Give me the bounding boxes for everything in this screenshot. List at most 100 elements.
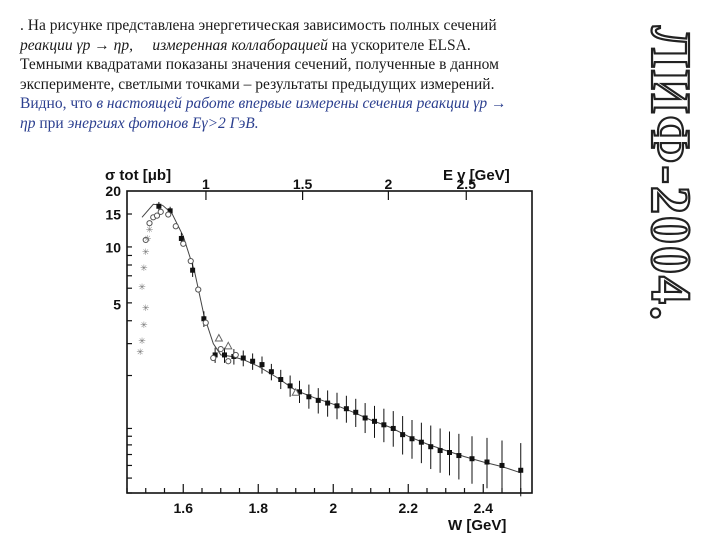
text-line-5: Видно, что в настоящей работе впервые из… [20,94,624,114]
filled-square-point [250,358,256,364]
text-line-2a: реакции γp → ηp, [20,36,133,54]
filled-square-point [212,352,218,358]
top-tick-label: 2 [384,176,392,192]
filled-square-point [418,439,424,445]
filled-square-point [437,448,443,454]
filled-square-point [190,267,196,273]
star-point: ✳ [144,233,152,243]
text-line-6: ηp при энергиях фотонов Eγ>2 ГэВ. [20,114,624,134]
open-triangle-point [214,333,224,342]
open-circle-point [142,236,149,244]
filled-square-point [178,235,184,241]
x-axis-label: W [GeV] [448,517,506,534]
star-point: ✳ [140,320,148,330]
filled-square-point [362,415,368,421]
side-title: ЛИФ-2004. [642,14,704,514]
filled-square-point [456,453,462,459]
filled-square-point [484,459,490,465]
top-tick-label: 1.5 [293,176,313,192]
filled-square-point [400,432,406,438]
y-tick-label: 5 [113,296,121,312]
open-circle-point [225,358,232,365]
description-paragraph: . На рисунке представлена энергетическая… [20,16,624,133]
open-circle-point [180,240,187,247]
fit-curve [141,203,521,474]
y-tick-label: 15 [105,207,121,223]
x-tick-label: 1.8 [249,500,269,516]
filled-square-point [381,422,387,428]
star-point: ✳ [138,336,146,346]
y-tick-label: 10 [105,240,121,256]
open-circle-point [146,220,153,227]
star-point: ✳ [136,347,144,357]
filled-square-point [372,418,377,424]
fit-curve-group [141,203,521,474]
filled-square-point [499,462,505,468]
x-tick-label: 2.4 [474,500,494,516]
star-point: ✳ [140,263,148,273]
y-axis: 20 15 10 5 [105,183,132,494]
open-circle-point [202,319,209,326]
data-points: ✳✳✳✳✳✳✳✳✳ [136,201,524,497]
text-line-2c: на ускорителе ELSA. [331,36,471,54]
filled-square-point [259,362,265,368]
text-line-6a: ηp [20,114,36,132]
filled-square-point [201,316,207,322]
open-circle-point [153,212,161,219]
filled-square-point [428,444,434,450]
filled-square-point [343,406,349,412]
open-circle-point [210,354,217,362]
filled-square-point [156,203,162,209]
filled-square-point [325,400,331,406]
plot-frame [126,190,533,494]
filled-square-point [447,450,452,456]
side-title-svg: ЛИФ-2004. [642,25,702,323]
filled-square-point [409,436,415,442]
open-circle-point [217,345,224,353]
filled-square-point [240,355,246,361]
text-line-1: . На рисунке представлена энергетическая… [20,17,497,34]
x-tick-label: 1.6 [174,500,194,516]
text-line-3: Темными квадратами показаны значения сеч… [20,56,499,73]
x-axis: 1.6 1.8 2 2.2 2.4 [126,484,522,516]
filled-square-point [334,403,340,409]
y-axis-label: σ tot [μb] [105,167,171,184]
open-circle-point [157,208,164,215]
filled-square-point [297,389,302,395]
filled-square-point [306,394,312,400]
top-tick-label: 2.5 [457,176,477,192]
filled-square-point [222,352,227,358]
text-line-2: реакции γp → ηp, измеренная коллаборацие… [20,36,624,56]
star-point: ✳ [146,224,154,234]
x-tick-label: 2.2 [399,500,419,516]
x-tick-label: 2 [329,500,337,516]
open-circle-point [187,257,194,265]
filled-square-point [167,208,173,214]
filled-square-point [469,456,475,462]
open-triangle-point [223,341,233,350]
filled-square-point [353,409,359,415]
text-line-6c: энергиях фотонов Eγ>2 ГэВ. [67,114,259,132]
y-tick-label: 20 [105,183,121,199]
star-point: ✳ [142,303,150,313]
open-circle-point [165,211,172,218]
open-triangle-point [291,387,301,396]
text-line-5a: Видно, что [20,95,93,112]
star-point: ✳ [138,282,146,292]
star-point: ✳ [142,247,150,257]
open-circle-point [172,223,179,230]
text-line-4: эксперименте, светлыми точками – результ… [20,75,495,93]
filled-square-point [518,467,524,473]
open-circle-point [232,351,239,359]
filled-square-point [287,383,293,389]
filled-square-point [268,369,274,375]
text-line-6b: при [39,114,64,132]
text-line-2b: измеренная коллаборацией [152,36,328,54]
text-line-5b: в настоящей работе впервые измерены сече… [96,95,507,112]
top-axis-label: E γ [GeV] [443,167,510,184]
filled-square-point [278,377,284,383]
top-axis: 1 1.5 2 2.5 [202,176,476,200]
filled-square-point [315,397,321,403]
open-circle-point [195,286,202,293]
